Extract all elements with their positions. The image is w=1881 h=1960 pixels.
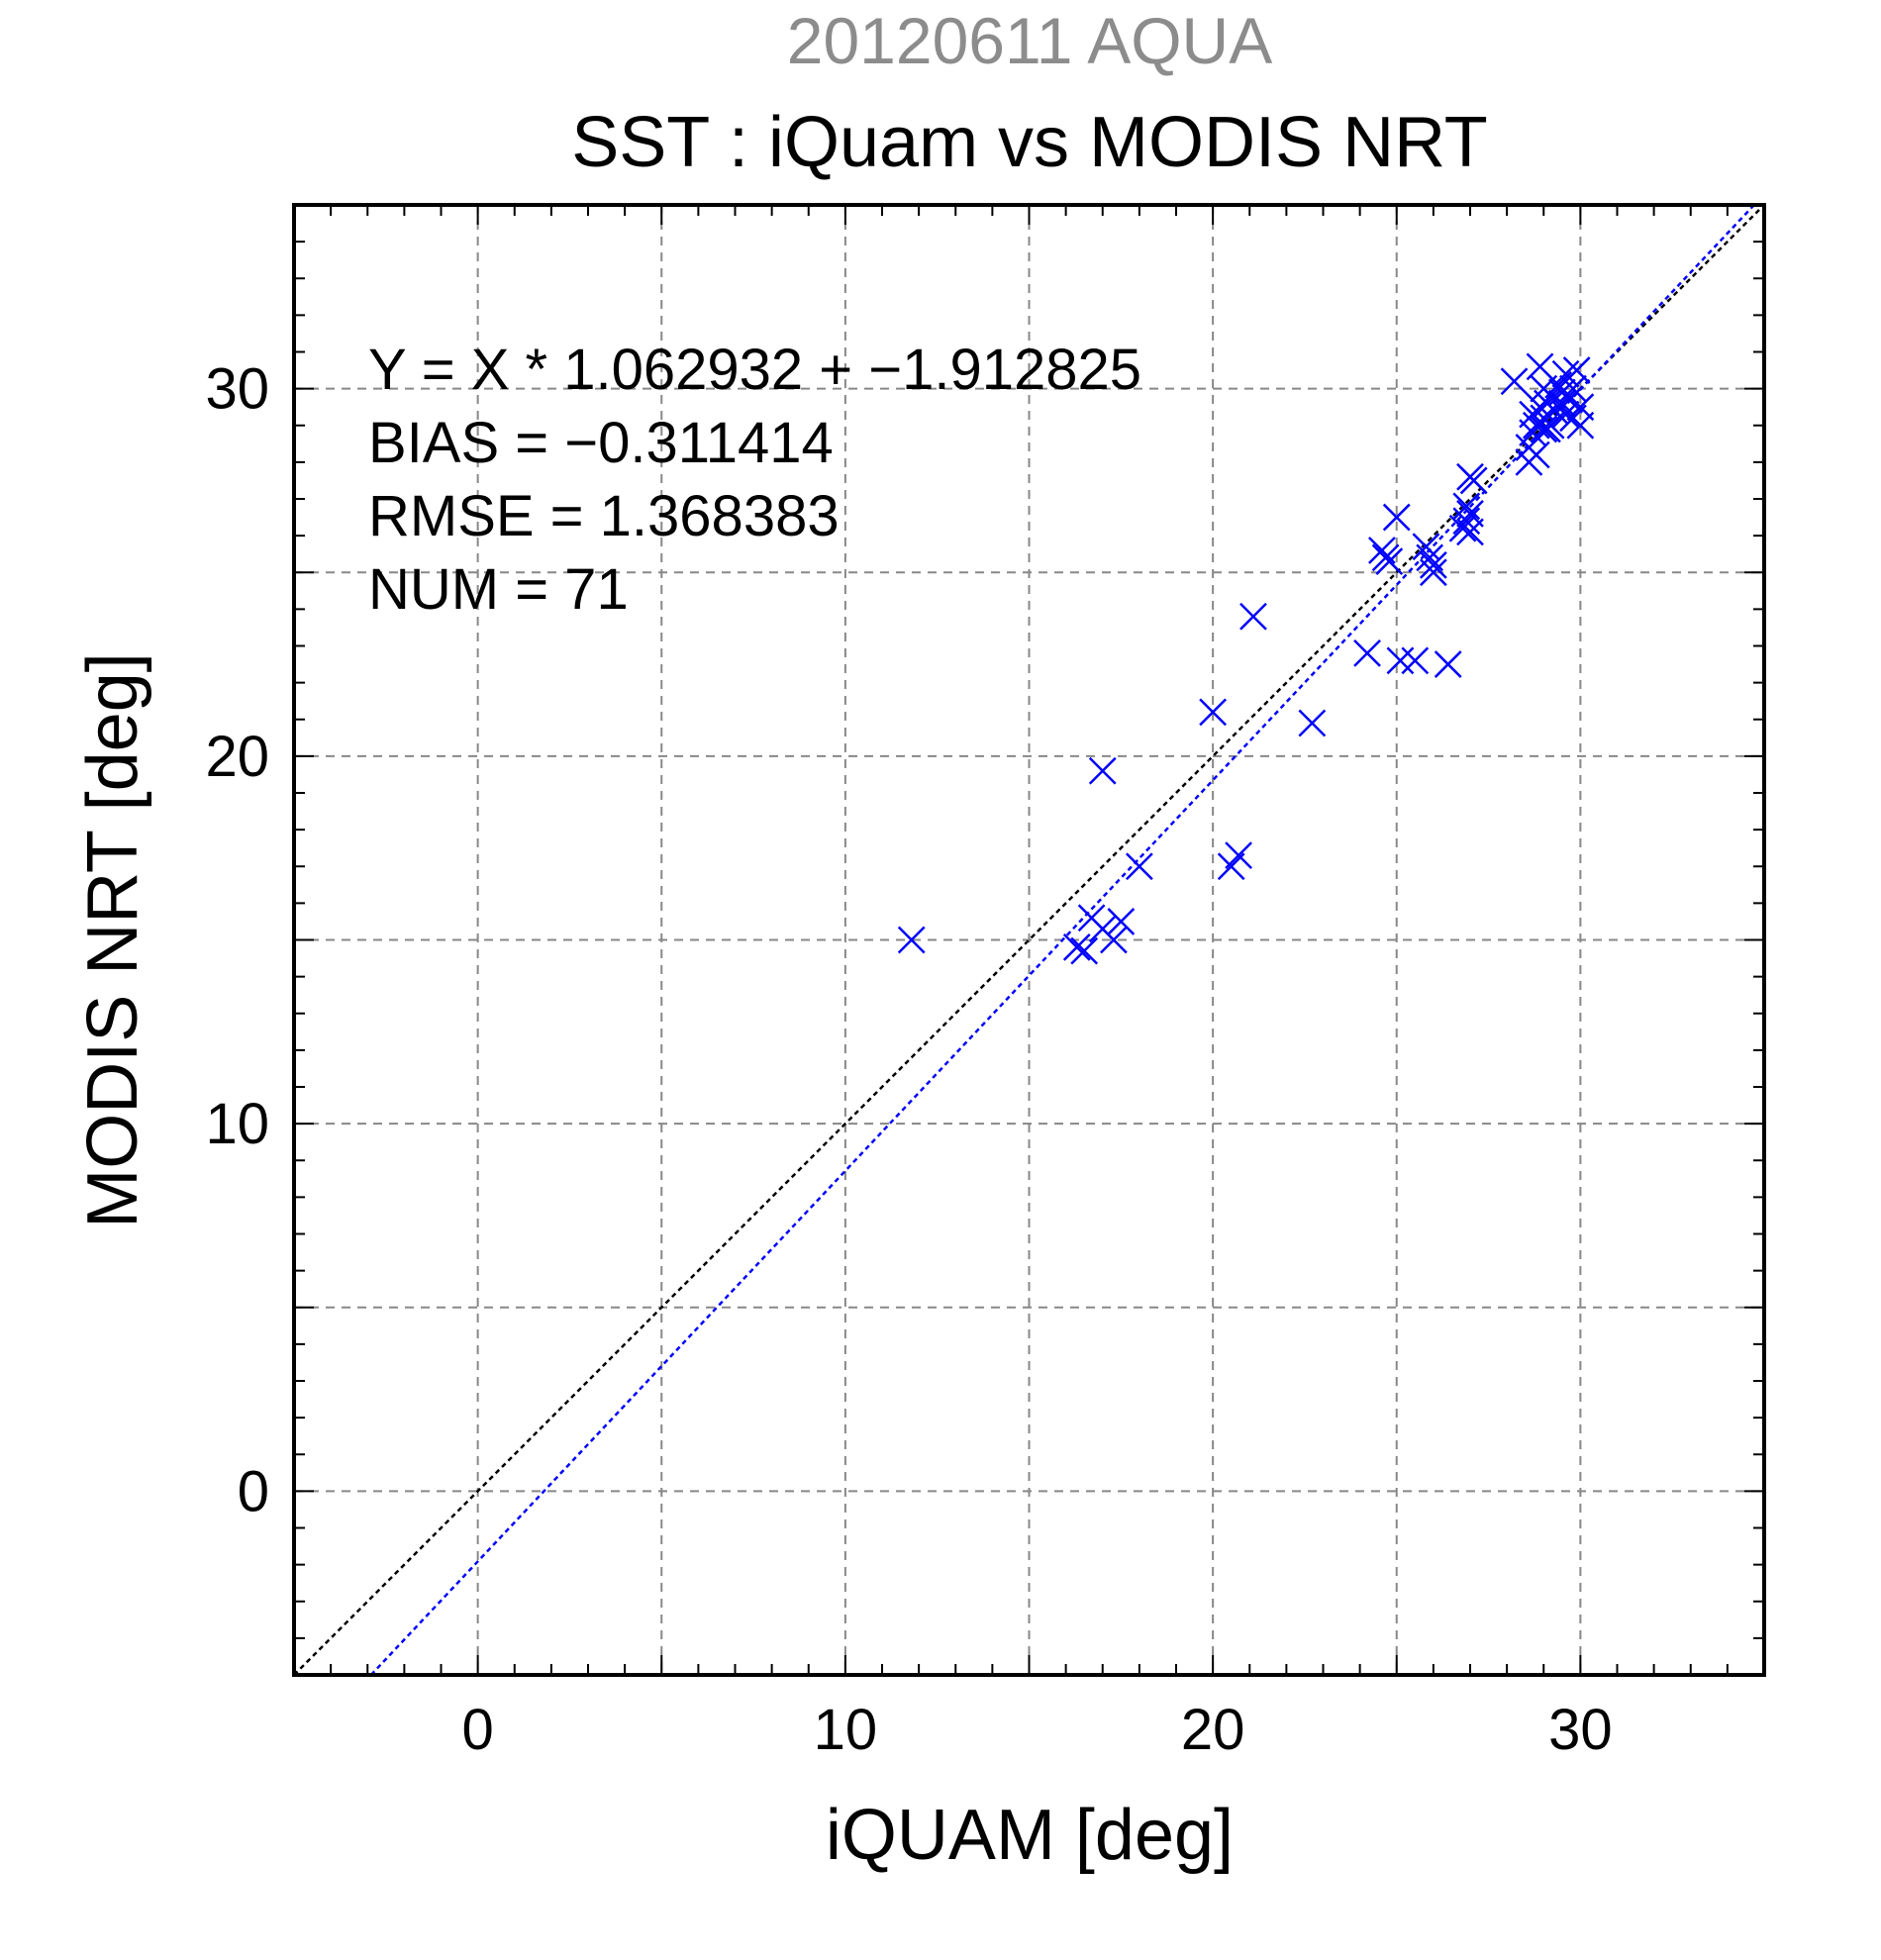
x-tick-label: 20: [1181, 1698, 1245, 1762]
data-point-marker: [1536, 411, 1565, 440]
data-point-marker: [1562, 356, 1591, 384]
stats-num: NUM = 71: [368, 557, 629, 622]
reference-lines: [293, 204, 1765, 1676]
stats-box: Y = X * 1.062932 + −1.912825 BIAS = −0.3…: [368, 338, 1141, 622]
data-point-marker: [1566, 393, 1595, 422]
data-point-marker: [1526, 408, 1554, 436]
x-tick-label: 30: [1548, 1698, 1613, 1762]
y-tick-label: 0: [238, 1459, 269, 1523]
stats-equation: Y = X * 1.062932 + −1.912825: [368, 338, 1141, 402]
data-point-marker: [1456, 518, 1484, 546]
data-point-marker: [1382, 503, 1411, 532]
x-tick-label: 0: [461, 1698, 493, 1762]
data-point-marker: [1459, 466, 1488, 495]
y-tick-label: 10: [205, 1092, 269, 1156]
data-point-marker: [1062, 933, 1091, 961]
data-point-marker: [1199, 698, 1228, 727]
tick-labels: 0 10 20 30 0 10 20 30: [205, 357, 1612, 1762]
data-point-marker: [1452, 492, 1481, 521]
grid-lines: [294, 205, 1764, 1675]
y-tick-label: 30: [205, 357, 269, 422]
data-point-marker: [1125, 852, 1153, 881]
chart-supertitle: 20120611 AQUA: [787, 4, 1273, 77]
x-axis-label: iQUAM [deg]: [826, 1796, 1234, 1875]
data-point-marker: [1419, 550, 1447, 579]
y-axis-label: MODIS NRT [deg]: [73, 652, 152, 1228]
data-point-marker: [1386, 646, 1415, 675]
regression-fit-line: [369, 204, 1755, 1676]
data-point-marker: [1551, 359, 1580, 388]
data-point-marker: [1100, 926, 1128, 954]
data-point-marker: [1434, 650, 1462, 678]
data-point-marker: [1500, 367, 1529, 396]
data-point-marker: [1412, 533, 1440, 561]
data-point-marker: [1401, 646, 1430, 675]
data-point-marker: [1551, 400, 1580, 429]
data-point-marker: [1530, 415, 1558, 443]
data-point-marker: [1547, 389, 1576, 418]
plot-frame: [292, 203, 1766, 1677]
data-point-marker: [1088, 756, 1117, 785]
data-point-marker: [1070, 936, 1099, 965]
data-point-marker: [1298, 709, 1327, 737]
data-point-marker: [1107, 908, 1136, 935]
data-point-marker: [1419, 558, 1447, 587]
data-point-marker: [1559, 374, 1587, 403]
data-point-marker: [1452, 507, 1481, 536]
x-tick-label: 10: [814, 1698, 878, 1762]
data-point-marker: [1375, 547, 1404, 575]
data-point-marker: [1239, 602, 1267, 631]
one-to-one-line: [293, 204, 1765, 1676]
data-point-marker: [897, 926, 926, 954]
stats-rmse: RMSE = 1.368383: [368, 484, 840, 548]
stats-bias: BIAS = −0.311414: [368, 411, 834, 475]
data-point-marker: [1522, 441, 1550, 469]
chart-title: SST : iQuam vs MODIS NRT: [571, 103, 1488, 182]
data-point-marker: [1225, 841, 1252, 869]
y-tick-label: 20: [205, 725, 269, 789]
data-points: [897, 352, 1595, 965]
data-point-marker: [1353, 639, 1381, 667]
